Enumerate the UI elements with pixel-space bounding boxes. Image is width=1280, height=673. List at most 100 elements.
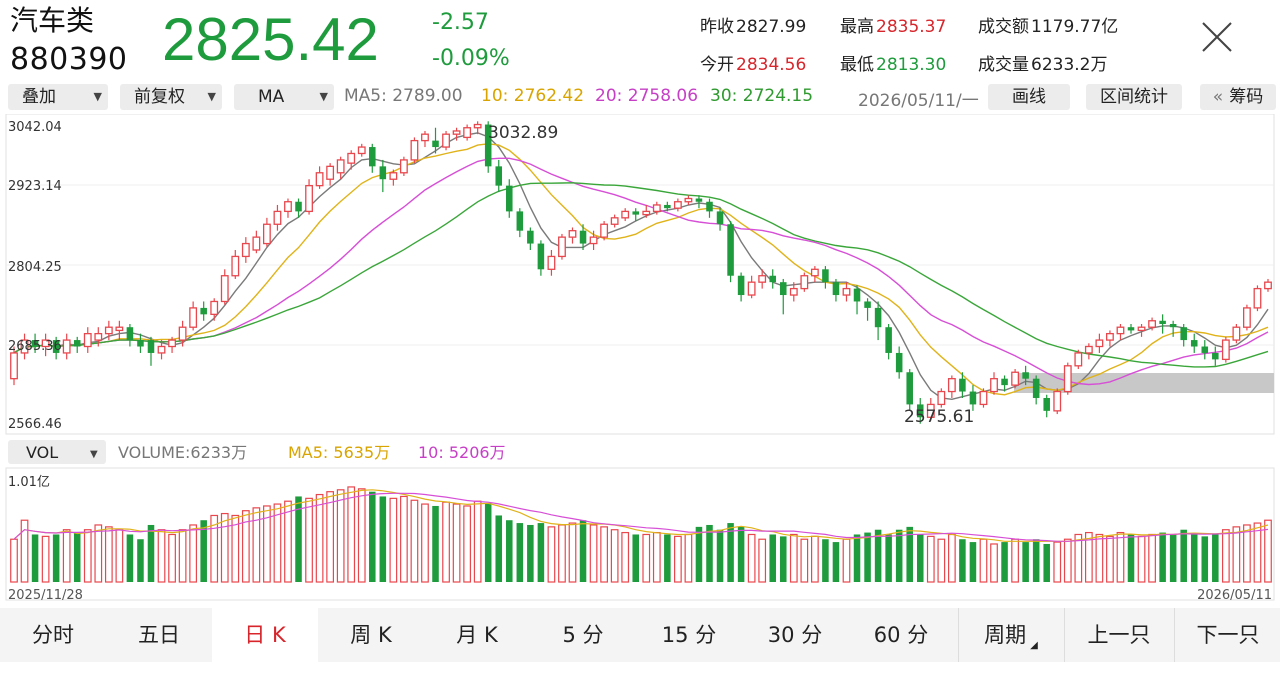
candle-body <box>421 133 429 142</box>
volume-bar <box>1095 533 1104 583</box>
candle-body <box>610 217 619 225</box>
candle-body <box>220 275 229 303</box>
volume-bar <box>284 500 292 583</box>
volume-bar <box>1180 529 1187 582</box>
tab-period-label: 周期 <box>984 623 1027 647</box>
candle-body <box>947 378 956 393</box>
draw-line-button[interactable]: 画线 <box>988 84 1070 110</box>
candle <box>716 208 724 231</box>
candle-body <box>178 326 187 341</box>
period-tabs: 分时 五日 日 K 周 K 月 K 5 分 15 分 30 分 60 分 周期 ◢… <box>0 608 1280 662</box>
tab-daily-k[interactable]: 日 K <box>212 608 318 662</box>
candle-body <box>1243 307 1251 328</box>
volume-bar <box>115 529 124 583</box>
close-icon[interactable] <box>1198 18 1236 56</box>
tab-15-min[interactable]: 15 分 <box>661 623 717 647</box>
tab-five-day[interactable]: 五日 <box>138 623 180 647</box>
candle <box>1137 323 1146 337</box>
volume-bar <box>326 491 335 583</box>
high-annotation: 3032.89 <box>488 123 558 143</box>
volume-bar <box>969 542 977 582</box>
volume-bar <box>241 510 250 583</box>
ma10-value: 10: 2762.42 <box>481 86 585 106</box>
candle-body <box>126 327 134 341</box>
volume-bar <box>537 523 545 582</box>
volume-bar <box>357 488 366 583</box>
ma-lines <box>13 132 1269 401</box>
low-stat: 最低 2813.30 <box>840 50 946 75</box>
volume-bar <box>959 539 966 582</box>
volume-bar <box>1127 534 1135 582</box>
candle-body <box>347 152 356 164</box>
next-stock-button[interactable]: 下一只 <box>1174 608 1280 662</box>
volume-bar <box>273 503 282 583</box>
candle <box>495 159 503 193</box>
tab-monthly-k[interactable]: 月 K <box>456 623 498 647</box>
candle-body <box>1127 327 1135 331</box>
candle <box>664 201 671 212</box>
volume-bar <box>885 534 892 582</box>
volume-bar <box>727 523 734 582</box>
vol-dropdown[interactable] <box>8 440 106 464</box>
candle <box>157 340 166 360</box>
candle <box>421 130 429 148</box>
candle <box>1011 369 1020 389</box>
tab-30-min[interactable]: 30 分 <box>767 623 823 647</box>
candle-body <box>537 243 545 270</box>
volume-bar <box>126 534 134 582</box>
tab-weekly-k[interactable]: 周 K <box>350 623 392 647</box>
candle-body <box>969 391 977 405</box>
candle-body <box>1190 340 1198 347</box>
kline-chart[interactable]: 3042.04 2923.14 2804.25 2685.36 2566.46 … <box>0 114 1280 608</box>
tab-period[interactable]: 周期 ◢ <box>958 608 1063 662</box>
candle <box>737 272 745 302</box>
volume-bar <box>473 500 482 583</box>
volume-bar <box>1190 534 1198 582</box>
adjust-dropdown[interactable]: 前复权 ▼ <box>120 84 222 110</box>
candle <box>83 327 92 353</box>
turnover-value: 1179.77亿 <box>1031 17 1119 37</box>
candle-body <box>621 210 630 219</box>
volume-ma10-line <box>13 492 1269 542</box>
candle-body <box>357 146 366 155</box>
candle-body <box>1148 320 1157 328</box>
price-tick-label: 2923.14 <box>8 179 62 194</box>
candle <box>326 163 335 186</box>
candle <box>800 272 809 292</box>
candle-body <box>527 230 534 244</box>
candle <box>442 130 450 151</box>
overlay-dropdown[interactable]: 叠加 ▼ <box>8 84 108 110</box>
candle <box>484 121 492 173</box>
candle-body <box>379 166 387 180</box>
volume-bar <box>484 503 492 582</box>
volume-bar <box>937 538 946 583</box>
previous-stock-button[interactable]: 上一只 <box>1064 608 1173 662</box>
range-stats-button[interactable]: 区间统计 <box>1086 84 1182 110</box>
stock-name: 汽车类 <box>10 4 95 37</box>
current-date: 2026/05/11/一 <box>858 91 979 111</box>
candle-body <box>652 204 661 213</box>
price-axis: 3042.04 2923.14 2804.25 2685.36 2566.46 <box>8 120 62 432</box>
candle <box>610 214 619 228</box>
volume-bar <box>547 526 556 583</box>
candle <box>895 346 903 379</box>
candle-body <box>1053 390 1062 412</box>
volume-bar <box>1137 535 1146 583</box>
chips-button[interactable]: «筹码 <box>1200 84 1276 110</box>
candle <box>642 204 651 218</box>
candle-body <box>442 133 450 148</box>
candle-body <box>810 268 819 277</box>
candle <box>1159 314 1166 334</box>
tab-5-min[interactable]: 5 分 <box>562 623 604 647</box>
volume-bar <box>832 542 840 582</box>
ma20-line <box>13 157 1269 386</box>
candle <box>1264 278 1272 292</box>
tab-intraday[interactable]: 分时 <box>32 623 74 647</box>
candle-body <box>452 130 461 135</box>
candle <box>916 397 924 424</box>
indicator-dropdown[interactable]: MA ▼ <box>234 84 334 110</box>
candle <box>727 221 734 283</box>
tab-60-min[interactable]: 60 分 <box>873 623 929 647</box>
candle <box>1201 340 1209 360</box>
candle <box>252 230 261 254</box>
